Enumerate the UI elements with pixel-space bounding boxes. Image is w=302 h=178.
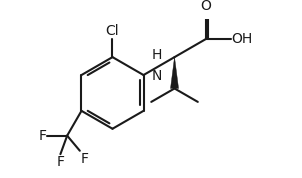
Text: OH: OH — [232, 32, 253, 46]
Text: O: O — [200, 0, 211, 13]
Text: F: F — [56, 155, 64, 169]
Polygon shape — [171, 57, 178, 88]
Text: N: N — [152, 69, 162, 83]
Text: F: F — [39, 129, 47, 143]
Text: F: F — [81, 152, 89, 166]
Text: H: H — [152, 48, 162, 62]
Text: Cl: Cl — [106, 24, 119, 38]
